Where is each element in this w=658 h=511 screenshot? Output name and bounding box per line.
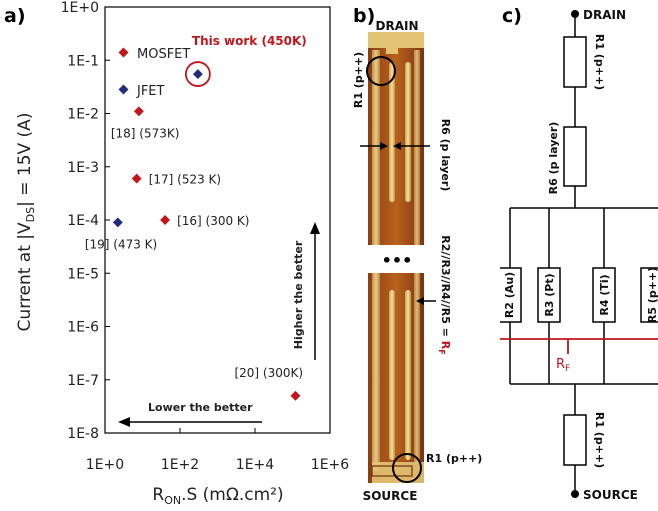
circuit-r5-label: R5 (p++) <box>646 267 658 323</box>
circuit-r5 <box>640 267 658 323</box>
rf-eq-sub: F <box>437 349 446 354</box>
x-tick-label: 1E+6 <box>311 457 349 473</box>
legend-jfet-marker <box>118 84 129 95</box>
panel-b-micrograph: b) DRAIN R1 (p++) R6 (p layer) ••• <box>352 5 482 503</box>
data-point-label: [18] (573K) <box>111 126 180 140</box>
micrograph-rf-equation: R2//R3//R4//R5 = RF <box>437 235 452 354</box>
rf-eq-pre: R2//R3//R4//R5 = <box>439 235 452 340</box>
panel-b-label: b) <box>353 5 375 27</box>
rf-eq-r: R <box>439 341 452 350</box>
circuit-r4 <box>592 267 616 323</box>
circuit-r4-label: R4 (Ti) <box>598 274 611 315</box>
x-tick-label: 1E+0 <box>86 457 124 473</box>
data-point-label: [17] (523 K) <box>149 173 221 187</box>
y-label-sub: DS <box>24 207 37 222</box>
circuit-r1-top <box>563 36 587 88</box>
circuit-r6 <box>563 126 587 187</box>
circuit-r2-label: R2 (Au) <box>503 272 516 318</box>
circuit-rf-label: RF <box>556 357 570 374</box>
micrograph-r1-bottom-label: R1 (p++) <box>426 452 482 465</box>
circuit-drain-label: DRAIN <box>583 8 626 22</box>
r1-bottom-circle <box>392 453 422 483</box>
drain-terminal <box>571 10 579 18</box>
data-point <box>160 215 171 225</box>
panel-c-circuit: c) DRAIN R1 (p++) R6 (p layer) R2 (Au) R… <box>500 5 658 502</box>
x-label-sub: ON <box>164 494 181 507</box>
x-label-main: R <box>152 485 164 505</box>
y-tick-label: 1E-8 <box>67 426 99 442</box>
y-label-pre: Current at |V <box>15 222 35 331</box>
micrograph-drain-label: DRAIN <box>376 19 419 33</box>
legend-mosfet-marker <box>118 47 129 58</box>
circuit-r2 <box>500 267 522 323</box>
y-tick-label: 1E-7 <box>67 373 99 389</box>
y-tick-label: 1E-6 <box>67 320 99 336</box>
y-tick-label: 1E-4 <box>67 213 99 229</box>
legend-mosfet-label: MOSFET <box>137 47 190 62</box>
higher-better-annotation: Higher the better <box>292 222 320 360</box>
data-point-label: This work (450K) <box>192 34 307 48</box>
x-axis-ticks: 1E+0 1E+2 1E+4 1E+6 <box>86 428 349 473</box>
micrograph-r1-top-label: R1 (p++) <box>352 52 365 108</box>
data-points: [18] (573K) [17] (523 K) [16] (300 K) [20] … <box>85 34 307 401</box>
data-point <box>133 106 144 117</box>
circuit-r1-bottom-label: R1 (p++) <box>593 412 606 468</box>
circuit-rf-r: R <box>556 357 565 372</box>
lower-better-annotation: Lower the better <box>118 401 262 427</box>
x-axis-label: RON.S (mΩ.cm²) <box>152 485 283 507</box>
y-tick-label: 1E-3 <box>67 160 99 176</box>
y-tick-label: 1E+0 <box>61 0 99 16</box>
y-axis-ticks: 1E+0 1E-1 1E-2 1E-3 1E-4 1E-5 1E-6 1E-7 1E-8 <box>61 0 110 442</box>
panel-a-label: a) <box>4 5 26 27</box>
circuit-source-label: SOURCE <box>583 488 638 502</box>
y-tick-label: 1E-1 <box>67 53 99 69</box>
y-tick-label: 1E-2 <box>67 107 99 123</box>
y-label-post: | = 15V (A) <box>15 113 35 207</box>
legend-jfet-label: JFET <box>136 84 165 99</box>
circuit-r1-bottom <box>563 414 587 466</box>
legend: MOSFET JFET <box>118 47 190 99</box>
rf-pointer-arrow <box>416 297 436 305</box>
data-point <box>131 173 142 184</box>
r1-top-circle <box>366 56 396 86</box>
circuit-r3-label: R3 (Pt) <box>543 273 556 316</box>
data-point-label: [19] (473 K) <box>85 237 157 251</box>
x-tick-label: 1E+4 <box>236 457 274 473</box>
r6-width-arrows <box>360 142 430 150</box>
micrograph-source-label: SOURCE <box>363 489 418 503</box>
y-tick-label: 1E-5 <box>67 266 99 282</box>
circuit-r3 <box>537 267 561 323</box>
x-label-rest: .S (mΩ.cm²) <box>181 485 284 505</box>
plot-frame <box>104 6 331 434</box>
circuit-r6-label: R6 (p layer) <box>547 122 560 195</box>
rf-bracket <box>500 338 658 354</box>
data-point <box>112 217 123 228</box>
micrograph-break-dots: ••• <box>382 251 413 270</box>
y-axis-label: Current at |VDS| = 15V (A) <box>15 113 37 332</box>
higher-better-label: Higher the better <box>292 240 305 349</box>
circuit-r1-top-label: R1 (p++) <box>593 34 606 90</box>
micrograph-bottom-section <box>368 273 424 483</box>
panel-c-label: c) <box>502 5 522 27</box>
circuit-rf-sub: F <box>565 364 570 374</box>
panel-a-chart: a) 1E+01E-11E-21E-31E-41E-51E-61E-71E-8 … <box>4 0 349 507</box>
data-point-label: [20] (300K) <box>234 366 303 380</box>
data-point <box>290 390 301 401</box>
lower-better-label: Lower the better <box>148 401 253 414</box>
highlight-circle <box>184 61 211 87</box>
micrograph-top-section <box>368 32 424 245</box>
source-terminal <box>571 490 579 498</box>
x-tick-label: 1E+2 <box>161 457 199 473</box>
micrograph-r6-label: R6 (p layer) <box>439 119 452 192</box>
data-point <box>192 69 203 80</box>
data-point-label: [16] (300 K) <box>177 214 249 228</box>
